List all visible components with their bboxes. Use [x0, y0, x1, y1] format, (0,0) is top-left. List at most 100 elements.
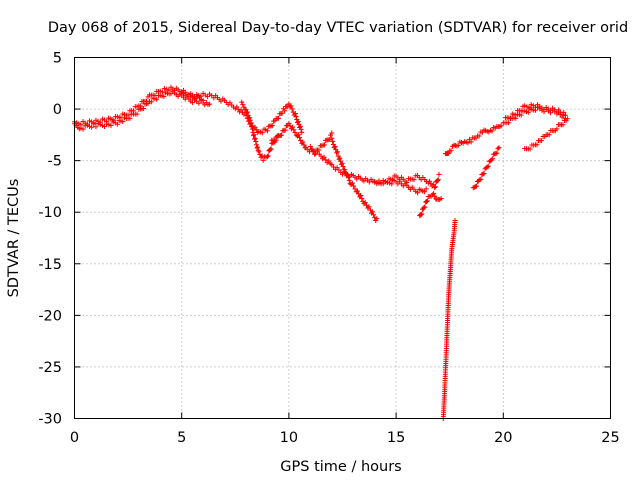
data-point — [196, 100, 202, 106]
data-point — [513, 112, 519, 118]
data-point — [326, 158, 332, 164]
series-arc-g — [307, 143, 429, 196]
data-point — [102, 124, 108, 130]
data-point — [189, 100, 195, 106]
data-point — [364, 202, 370, 208]
data-point — [465, 140, 471, 146]
data-point — [334, 150, 340, 156]
data-point — [371, 212, 377, 218]
series-arc-k — [442, 123, 504, 157]
data-point — [351, 183, 357, 189]
data-point — [358, 193, 364, 199]
data-point — [494, 150, 500, 156]
data-point — [279, 110, 285, 116]
data-point — [154, 96, 160, 102]
x-tick-label: 25 — [601, 430, 619, 446]
data-point — [130, 108, 136, 114]
data-point — [114, 121, 120, 127]
data-point — [481, 171, 487, 177]
data-point — [539, 138, 545, 144]
data-point — [260, 157, 266, 163]
axis-ticks: 0 5 10 15 20 25 -30 -25 -20 -15 -10 -5 0 5 — [38, 51, 619, 447]
data-point — [415, 190, 421, 196]
data-point — [424, 198, 430, 204]
data-point — [562, 112, 568, 118]
data-point — [282, 108, 288, 114]
data-point — [352, 186, 358, 192]
data-point — [496, 145, 502, 151]
data-point — [267, 147, 273, 153]
data-point — [275, 115, 281, 121]
data-point — [296, 132, 302, 138]
data-point — [289, 106, 295, 112]
data-point — [248, 120, 254, 126]
data-point — [111, 117, 117, 123]
data-point — [292, 110, 298, 116]
data-point — [91, 120, 97, 126]
data-point — [436, 171, 442, 177]
series-arc-d — [243, 101, 305, 136]
series-arc-e — [269, 120, 335, 157]
data-point — [192, 95, 198, 101]
data-point — [269, 123, 275, 129]
y-tick-label: -20 — [38, 308, 62, 324]
data-point — [384, 179, 390, 185]
data-point — [534, 142, 540, 148]
data-point — [264, 154, 270, 160]
x-tick-label: 20 — [494, 430, 512, 446]
data-point — [485, 163, 491, 169]
data-point — [378, 181, 384, 187]
data-point — [359, 195, 365, 201]
data-point — [243, 113, 249, 119]
data-point — [424, 198, 430, 204]
data-point — [125, 112, 131, 118]
data-point — [362, 199, 368, 205]
data-point — [390, 177, 396, 183]
data-point — [478, 176, 484, 182]
data-point — [166, 87, 172, 93]
data-point — [560, 122, 566, 128]
data-point — [282, 127, 288, 133]
data-point — [495, 146, 501, 152]
data-point — [246, 118, 252, 124]
data-point — [291, 127, 297, 133]
data-point — [288, 103, 294, 109]
series-arc-m — [500, 104, 568, 126]
data-point — [547, 108, 553, 114]
series-arc-i — [417, 190, 444, 219]
data-point — [318, 153, 324, 159]
y-tick-label: -30 — [38, 412, 62, 428]
data-point — [312, 151, 318, 157]
data-point — [297, 135, 303, 141]
data-point — [366, 204, 372, 210]
data-point — [161, 94, 167, 100]
series-arc-l — [470, 145, 502, 191]
data-point — [472, 184, 478, 190]
data-point — [252, 124, 258, 130]
data-point — [290, 124, 296, 130]
data-point — [251, 133, 257, 139]
data-point — [360, 198, 366, 204]
data-point — [421, 189, 427, 195]
data-point — [330, 138, 336, 144]
data-point — [264, 128, 270, 134]
x-tick-label: 10 — [280, 430, 298, 446]
data-point — [370, 209, 376, 215]
data-point — [244, 109, 250, 115]
data-point — [323, 157, 329, 163]
data-point — [329, 130, 335, 136]
data-point — [340, 163, 346, 169]
data-point — [446, 150, 452, 156]
data-point — [404, 179, 410, 185]
data-point — [554, 126, 560, 132]
data-point — [518, 112, 524, 118]
data-point — [287, 123, 293, 129]
data-point — [477, 177, 483, 183]
data-point — [273, 137, 279, 143]
data-point — [268, 146, 274, 152]
x-tick-label: 0 — [70, 430, 79, 446]
data-point — [93, 124, 99, 130]
data-point — [435, 177, 441, 183]
data-point — [252, 136, 258, 142]
data-point — [423, 186, 429, 192]
